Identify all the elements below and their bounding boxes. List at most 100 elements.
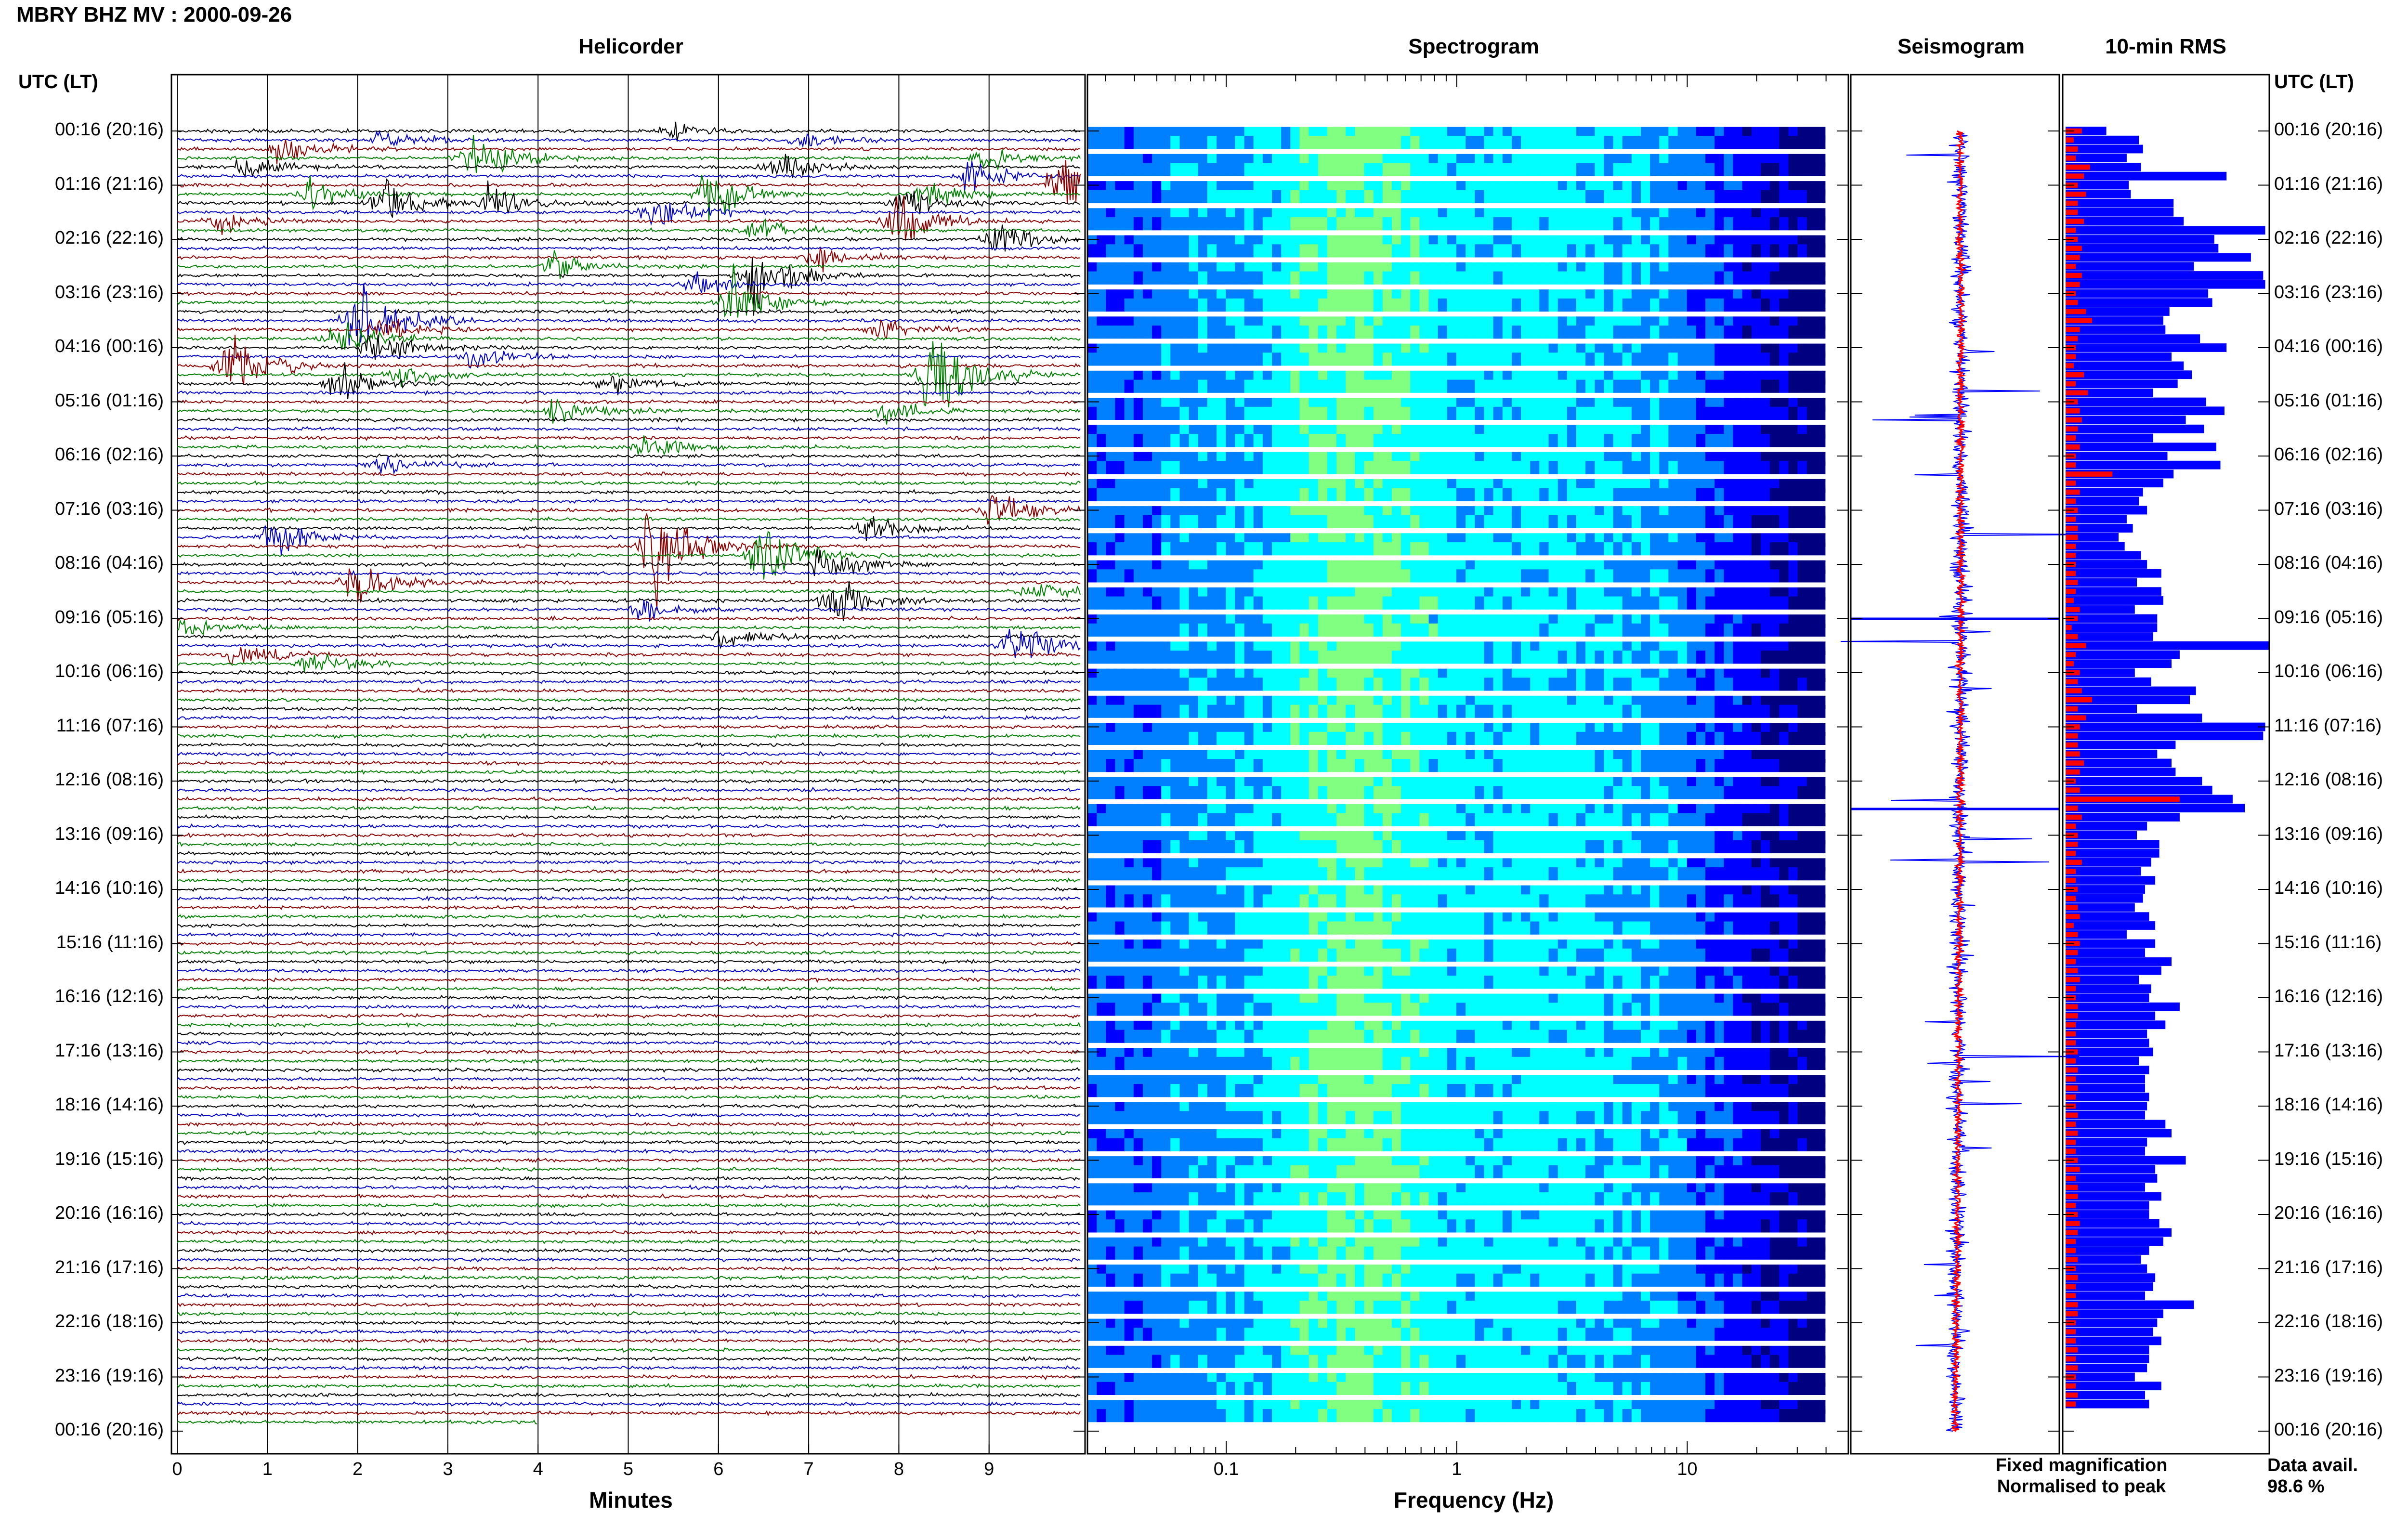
spectrogram-cell xyxy=(1714,244,1724,258)
spectrogram-cell xyxy=(1272,515,1282,528)
spectrogram-cell xyxy=(1226,406,1235,420)
spectrogram-cell xyxy=(1133,623,1143,637)
spectrogram-cell xyxy=(1595,217,1604,231)
spectrogram-cell xyxy=(1806,352,1817,366)
spectrogram-cell xyxy=(1502,813,1512,826)
spectrogram-cell xyxy=(1733,542,1743,556)
spectrogram-cell xyxy=(1253,515,1263,528)
spectrogram-cell xyxy=(1142,542,1152,556)
spectrogram-cell xyxy=(1447,406,1457,420)
spectrogram-cell xyxy=(1595,813,1604,826)
spectrogram-cell xyxy=(1511,651,1521,664)
spectrogram-cell xyxy=(1521,163,1531,176)
spectrogram-cell xyxy=(1622,271,1632,285)
spectrogram-cell xyxy=(1641,271,1650,285)
spectrogram-cell xyxy=(1797,704,1807,718)
spectrogram-cell xyxy=(1631,894,1641,908)
spectrogram-cell xyxy=(1557,326,1568,339)
spectrogram-cell xyxy=(1687,813,1697,826)
spectrogram-cell xyxy=(1336,190,1346,203)
spectrogram-cell xyxy=(1733,921,1743,935)
spectrogram-cell xyxy=(1161,190,1171,203)
spectrogram-cell xyxy=(1124,298,1134,312)
spectrogram-cell xyxy=(1438,217,1448,231)
spectrogram-cell xyxy=(1382,515,1392,528)
spectrogram-cell xyxy=(1714,786,1724,799)
spectrogram-cell xyxy=(1161,379,1171,393)
spectrogram-cell xyxy=(1631,623,1641,637)
spectrogram-cell xyxy=(1382,190,1392,203)
spectrogram-cell xyxy=(1318,434,1328,447)
spectrogram-cell xyxy=(1179,948,1190,962)
spectrogram-cell xyxy=(1502,678,1512,691)
spectrogram-cell xyxy=(1714,190,1724,203)
spectrogram-cell xyxy=(1604,651,1613,664)
spectrogram-cell xyxy=(1585,921,1595,935)
spectrogram-cell xyxy=(1428,434,1439,447)
spectrogram-cell xyxy=(1152,813,1162,826)
spectrogram-cell xyxy=(1382,352,1392,366)
spectrogram-cell xyxy=(1733,704,1743,718)
spectrogram-cell xyxy=(1705,678,1715,691)
spectrogram-cell xyxy=(1355,786,1364,799)
spectrogram-cell xyxy=(1539,515,1549,528)
spectrogram-cell xyxy=(1336,326,1346,339)
spectrogram-cell xyxy=(1530,298,1540,312)
spectrogram-cell xyxy=(1622,894,1632,908)
spectrogram-cell xyxy=(1106,813,1115,826)
spectrogram-cell xyxy=(1401,488,1411,501)
spectrogram-cell xyxy=(1299,731,1309,745)
spectrogram-cell xyxy=(1668,542,1678,556)
spectrogram-cell xyxy=(1336,894,1346,908)
spectrogram-cell xyxy=(1410,786,1420,799)
spectrogram-cell xyxy=(1179,840,1190,853)
spectrogram-cell xyxy=(1142,894,1152,908)
spectrogram-cell xyxy=(1724,596,1733,610)
spectrogram-cell xyxy=(1650,731,1660,745)
spectrogram-cell xyxy=(1585,190,1595,203)
spectrogram-cell xyxy=(1530,948,1540,962)
spectrogram-cell xyxy=(1235,731,1244,745)
spectrogram-cell xyxy=(1714,298,1724,312)
spectrogram-cell xyxy=(1355,948,1364,962)
spectrogram-cell xyxy=(1502,461,1512,474)
spectrogram-cell xyxy=(1115,569,1125,583)
spectrogram-cell xyxy=(1613,461,1623,474)
spectrogram-cell xyxy=(1714,678,1724,691)
spectrogram-cell xyxy=(1124,786,1134,799)
spectrogram-cell xyxy=(1309,596,1319,610)
spectrogram-cell xyxy=(1677,515,1688,528)
spectrogram-cell xyxy=(1309,352,1319,366)
spectrogram-cell xyxy=(1502,217,1512,231)
spectrogram-cell xyxy=(1244,894,1254,908)
spectrogram-cell xyxy=(1659,759,1669,772)
spectrogram-cell xyxy=(1539,379,1549,393)
spectrogram-cell xyxy=(1253,759,1263,772)
spectrogram-cell xyxy=(1391,515,1401,528)
spectrogram-cell xyxy=(1346,434,1355,447)
spectrogram-cell xyxy=(1806,379,1817,393)
spectrogram-cell xyxy=(1152,786,1162,799)
spectrogram-cell xyxy=(1816,678,1826,691)
spectrogram-cell xyxy=(1447,731,1457,745)
spectrogram-cell xyxy=(1466,596,1475,610)
spectrogram-cell xyxy=(1142,704,1152,718)
spectrogram-cell xyxy=(1290,542,1300,556)
spectrogram-cell xyxy=(1641,867,1650,881)
spectrogram-cell xyxy=(1253,678,1263,691)
spectrogram-cell xyxy=(1401,813,1411,826)
spectrogram-cell xyxy=(1124,813,1134,826)
spectrogram-cell xyxy=(1106,678,1115,691)
spectrogram-cell xyxy=(1198,678,1208,691)
spectrogram-cell xyxy=(1410,298,1420,312)
spectrogram-cell xyxy=(1124,217,1134,231)
spectrogram-cell xyxy=(1115,461,1125,474)
spectrogram-cell xyxy=(1613,136,1623,149)
spectrogram-cell xyxy=(1641,515,1650,528)
spectrogram-cell xyxy=(1622,840,1632,853)
spectrogram-cell xyxy=(1595,569,1604,583)
spectrogram-cell xyxy=(1548,786,1558,799)
spectrogram-cell xyxy=(1133,678,1143,691)
spectrogram-cell xyxy=(1281,271,1291,285)
spectrogram-cell xyxy=(1622,786,1632,799)
